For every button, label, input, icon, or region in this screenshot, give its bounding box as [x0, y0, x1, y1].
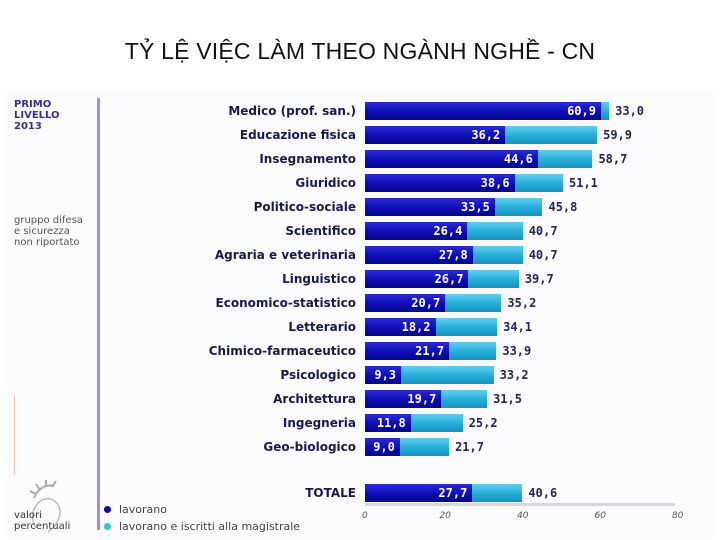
legend-item-lavorano: lavorano [104, 503, 167, 516]
value-label-lavorano: 27,7 [438, 486, 468, 500]
category-label: Geo-biologico [263, 440, 356, 454]
bar-lavorano [365, 294, 446, 312]
value-label-lavorano: 44,6 [503, 152, 533, 166]
value-label-lavorano-iscritti: 33,9 [502, 344, 532, 358]
value-label-lavorano-iscritti: 40,6 [528, 486, 558, 500]
value-label-lavorano-iscritti: 58,7 [598, 152, 628, 166]
value-label-lavorano: 19,7 [407, 392, 437, 406]
value-label-lavorano-iscritti: 21,7 [455, 440, 484, 454]
value-label-lavorano: 11,8 [376, 416, 406, 430]
units-line: valori [14, 510, 42, 521]
legend-dot-icon [104, 506, 111, 513]
units-note: valori percentuali [14, 510, 70, 532]
value-label-lavorano-iscritti: 33,2 [499, 368, 529, 382]
value-label-lavorano-iscritti: 34,1 [503, 320, 533, 334]
category-label: Politico-sociale [253, 200, 356, 214]
bar-lavorano [365, 270, 469, 288]
decorative-line [14, 395, 15, 475]
x-tick-label: 20 [439, 511, 451, 521]
bar-lavorano [365, 390, 442, 408]
category-label: Medico (prof. san.) [228, 104, 356, 118]
value-label-lavorano-iscritti: 35,2 [507, 296, 537, 310]
category-label: Agraria e veterinaria [214, 248, 356, 262]
bar-lavorano [365, 246, 473, 264]
level-line: LIVELLO [14, 110, 60, 121]
value-label-lavorano: 26,4 [433, 224, 463, 238]
laurel-head-logo-icon [29, 480, 61, 533]
legend-dot-icon [104, 523, 111, 530]
bar-lavorano [365, 198, 495, 216]
bar-lavorano [365, 414, 411, 432]
bar-lavorano [365, 484, 473, 502]
level-line: PRIMO [14, 99, 52, 110]
value-label-lavorano: 21,7 [415, 344, 445, 358]
value-label-lavorano: 33,5 [460, 200, 490, 214]
value-label-lavorano: 38,6 [480, 176, 510, 190]
category-label: Architettura [273, 392, 356, 406]
category-label: Giuridico [295, 176, 356, 190]
category-label: Economico-statistico [215, 296, 356, 310]
value-label-lavorano-iscritti: 45,8 [548, 200, 578, 214]
value-label-lavorano-iscritti: 39,7 [524, 272, 554, 286]
bar-lavorano [365, 342, 450, 360]
level-line: 2013 [14, 121, 42, 132]
legend-item-lavorano-iscritti: lavorano e iscritti alla magistrale [104, 520, 300, 533]
value-label-lavorano-iscritti: 40,7 [528, 224, 558, 238]
category-label: Linguistico [282, 272, 356, 286]
excluded-group-note: gruppo difesa e sicurezza non riportato [14, 215, 83, 248]
note-line: gruppo difesa [14, 215, 83, 226]
value-label-lavorano: 18,2 [401, 320, 431, 334]
bar-lavorano [365, 438, 400, 456]
x-axis [365, 503, 675, 506]
bar-lavorano [365, 150, 538, 168]
note-line: non riportato [14, 237, 80, 248]
legend-label: lavorano [119, 503, 168, 516]
bar-lavorano [365, 126, 506, 144]
note-line: e sicurezza [14, 226, 70, 237]
value-label-lavorano: 36,2 [471, 128, 501, 142]
value-label-lavorano: 26,7 [434, 272, 464, 286]
bar-lavorano [365, 102, 601, 120]
bar-lavorano [365, 222, 468, 240]
page-title: TỶ LỆ VIỆC LÀM THEO NGÀNH NGHỀ - CN [124, 38, 596, 64]
chart-panel [6, 92, 714, 538]
category-label: Educazione fisica [239, 128, 356, 142]
value-label-lavorano-iscritti: 40,7 [528, 248, 558, 262]
value-label-lavorano: 60,9 [567, 104, 596, 118]
bar-lavorano [365, 366, 402, 384]
category-label: Chimico-farmaceutico [208, 344, 356, 358]
category-label: Psicologico [280, 368, 356, 382]
category-label: Scientifico [285, 224, 356, 238]
category-label: Insegnamento [259, 152, 356, 166]
legend-label: lavorano e iscritti alla magistrale [119, 520, 301, 533]
value-label-lavorano-iscritti: 33,0 [615, 104, 645, 118]
value-label-lavorano-iscritti: 59,9 [603, 128, 633, 142]
category-label: TOTALE [305, 486, 356, 500]
category-label: Letterario [288, 320, 356, 334]
x-tick-label: 0 [362, 511, 368, 521]
category-label: Ingegneria [282, 416, 356, 430]
x-tick-label: 40 [517, 511, 529, 521]
value-label-lavorano-iscritti: 51,1 [569, 176, 598, 190]
divider-line [97, 98, 100, 530]
bar-lavorano [365, 174, 515, 192]
value-label-lavorano: 9,3 [374, 368, 397, 382]
x-tick-label: 80 [672, 511, 684, 521]
x-tick-label: 60 [594, 511, 606, 521]
value-label-lavorano: 9,0 [373, 440, 395, 454]
level-note: PRIMO LIVELLO 2013 [14, 99, 60, 132]
units-line: percentuali [14, 521, 71, 532]
value-label-lavorano-iscritti: 25,2 [468, 416, 498, 430]
value-label-lavorano: 20,7 [411, 296, 441, 310]
value-label-lavorano-iscritti: 31,5 [493, 392, 522, 406]
bar-lavorano [365, 318, 436, 336]
value-label-lavorano: 27,8 [438, 248, 468, 262]
